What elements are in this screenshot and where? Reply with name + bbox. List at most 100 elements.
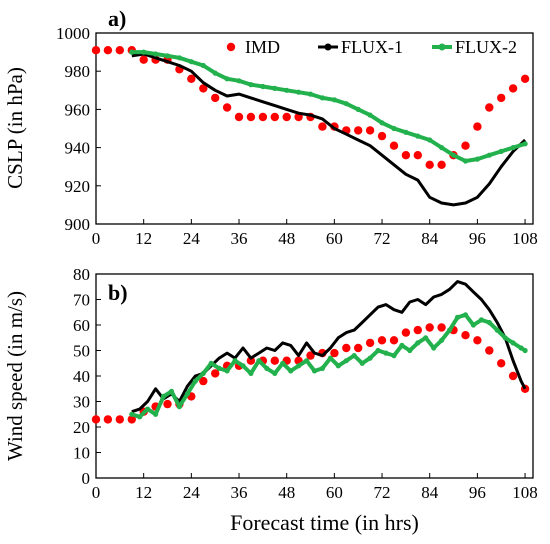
series-flux-1 — [131, 52, 527, 207]
data-point-imd — [485, 346, 494, 355]
data-point-flux-2 — [478, 317, 484, 323]
data-point-flux-2 — [280, 360, 286, 366]
data-point-flux-2 — [391, 353, 397, 359]
data-point-imd — [473, 336, 482, 345]
x-tick-label: 48 — [278, 483, 295, 502]
data-point-imd — [211, 369, 220, 378]
data-point-imd — [354, 126, 363, 135]
legend-label: FLUX-2 — [455, 37, 517, 57]
data-point-imd — [437, 323, 446, 332]
data-point-flux-2 — [224, 368, 230, 374]
data-point-imd — [222, 103, 232, 112]
data-point-imd — [365, 338, 375, 348]
y-tick-label: 60 — [73, 316, 90, 335]
legend-marker — [226, 42, 236, 52]
data-point-flux-2 — [415, 340, 421, 346]
data-point-flux-2 — [176, 55, 182, 61]
panel-label: b) — [108, 280, 128, 305]
data-point-flux-2 — [232, 358, 238, 364]
data-point-flux-2 — [284, 87, 290, 93]
data-point-flux-2 — [331, 97, 337, 103]
data-point-flux-2 — [264, 365, 270, 371]
y-tick-label: 1000 — [56, 24, 90, 43]
data-point-imd — [258, 112, 268, 122]
x-tick-label: 0 — [92, 483, 101, 502]
data-point-flux-2 — [164, 53, 171, 59]
data-point-flux-2 — [240, 363, 246, 369]
data-point-flux-2 — [200, 62, 206, 69]
data-point-flux-2 — [502, 335, 508, 341]
data-point-flux-2 — [296, 363, 302, 369]
data-point-flux-2 — [272, 370, 278, 376]
x-tick-label: 96 — [469, 483, 486, 502]
data-point-flux-2 — [176, 404, 182, 410]
data-point-flux-2 — [355, 106, 361, 112]
series-flux-1 — [131, 280, 527, 414]
x-tick-label: 0 — [92, 229, 101, 248]
data-point-flux-2 — [415, 133, 421, 139]
data-point-flux-2 — [248, 370, 254, 376]
data-point-flux-2 — [510, 340, 516, 346]
data-point-flux-2 — [486, 152, 492, 158]
plot-frame — [95, 273, 534, 479]
data-point-flux-2 — [168, 388, 175, 394]
x-tick-label: 12 — [135, 229, 152, 248]
data-point-imd — [246, 356, 256, 365]
data-point-imd — [318, 122, 327, 131]
data-point-imd — [425, 323, 434, 332]
data-point-flux-2 — [498, 148, 504, 154]
legend-marker — [438, 43, 446, 51]
data-point-flux-2 — [450, 152, 457, 158]
data-point-imd — [115, 46, 125, 55]
series-flux-2 — [129, 49, 528, 164]
x-tick-label: 48 — [278, 229, 295, 248]
data-point-flux-2 — [522, 141, 528, 147]
series-imd — [91, 46, 530, 169]
data-point-flux-2 — [288, 368, 294, 374]
data-point-flux-2 — [260, 83, 266, 90]
x-tick-label: 24 — [183, 483, 201, 502]
data-point-flux-2 — [399, 342, 405, 348]
data-point-flux-2 — [224, 76, 230, 82]
data-point-imd — [389, 141, 399, 150]
data-point-imd — [413, 325, 422, 335]
data-point-flux-2 — [304, 358, 310, 364]
plot-frame — [95, 32, 534, 225]
legend: IMD FLUX-1 FLUX-2 — [226, 37, 517, 57]
data-point-flux-2 — [423, 335, 429, 341]
data-point-flux-2 — [510, 145, 516, 151]
data-point-imd — [389, 336, 399, 345]
x-tick-label: 72 — [374, 229, 391, 248]
data-point-imd — [330, 348, 339, 358]
y-tick-label: 0 — [82, 469, 91, 488]
panel-a-cslp: 900 920 940 960 980 1000 0 12 24 36 48 60 72 84 96 108 C… — [3, 6, 538, 248]
data-point-imd — [91, 46, 101, 55]
data-point-flux-2 — [383, 350, 389, 356]
data-point-imd — [377, 131, 387, 141]
y-tick-label: 900 — [65, 215, 91, 234]
x-axis-label: Forecast time (in hrs) — [230, 510, 419, 535]
data-point-flux-2 — [311, 368, 318, 374]
data-point-flux-2 — [192, 378, 198, 384]
y-axis-label: CSLP (in hPa) — [3, 67, 27, 189]
y-tick-label: 30 — [73, 393, 90, 412]
data-point-imd — [520, 74, 530, 84]
y-tick-label: 50 — [73, 342, 90, 361]
data-point-flux-2 — [462, 312, 469, 318]
data-point-imd — [508, 371, 518, 381]
data-point-imd — [425, 160, 434, 169]
data-point-imd — [163, 399, 172, 409]
data-point-imd — [199, 84, 208, 93]
legend-label: IMD — [245, 37, 280, 57]
data-point-flux-2 — [367, 355, 373, 361]
data-point-flux-2 — [454, 314, 461, 320]
data-point-imd — [306, 351, 315, 360]
data-point-flux-2 — [208, 360, 214, 366]
series-line-flux-2 — [131, 50, 526, 163]
data-point-flux-2 — [137, 414, 143, 420]
data-point-flux-2 — [145, 406, 151, 412]
data-point-imd — [270, 356, 279, 365]
legend-marker — [324, 43, 332, 51]
data-point-flux-2 — [129, 49, 135, 55]
data-point-flux-2 — [470, 322, 476, 328]
